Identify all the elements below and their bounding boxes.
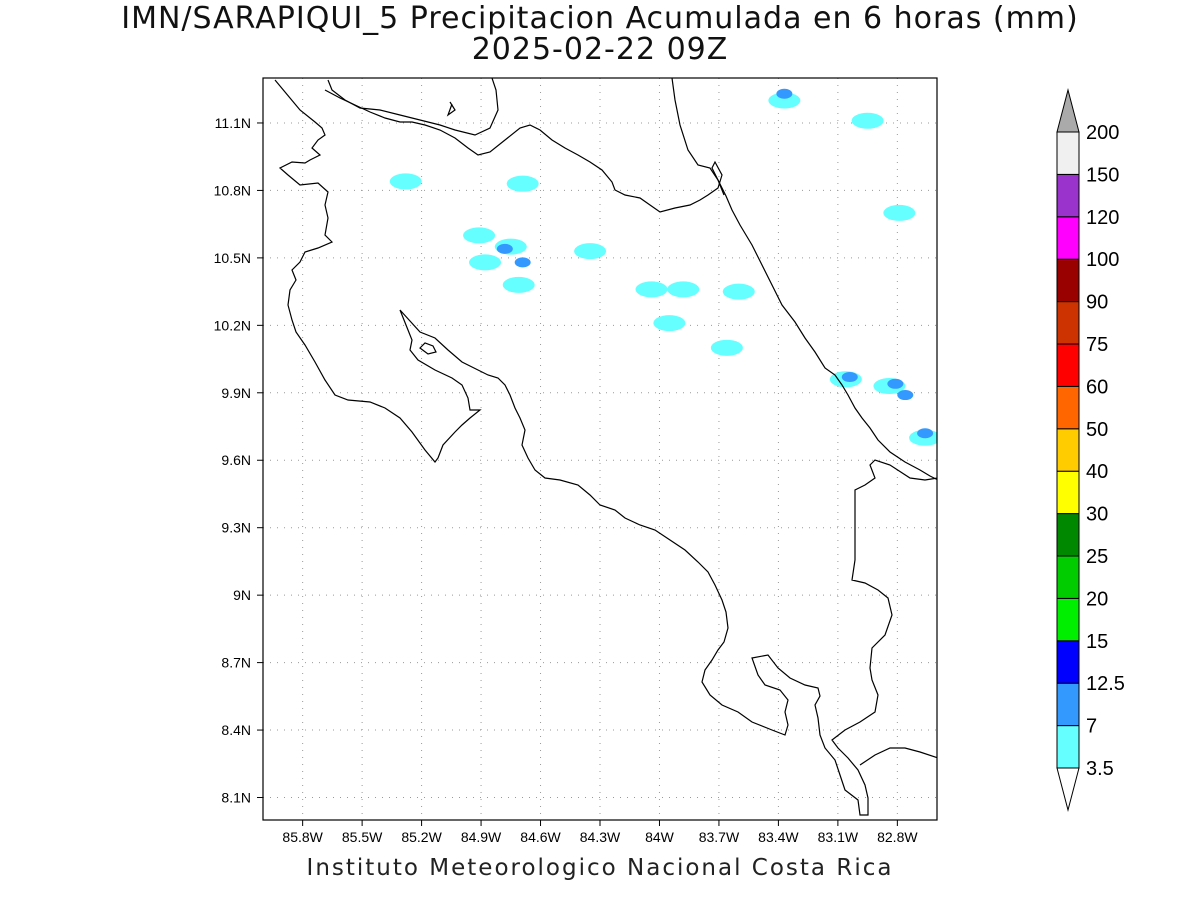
- precip-cell: [496, 243, 513, 254]
- x-tick-label: 84W: [645, 829, 675, 845]
- color-legend: 3.5 7 12.5 15 20 25 30 40 50 60 75 90 100 120 150 200: [1056, 88, 1125, 812]
- legend-swatch: [1056, 470, 1080, 515]
- y-tick-label: 10.8N: [214, 182, 251, 198]
- legend-swatch: [1056, 725, 1080, 769]
- precip-cell: [502, 276, 535, 293]
- x-tick-label: 83.7W: [699, 829, 740, 845]
- y-tick-label: 9.9N: [221, 385, 251, 401]
- lake-marker: [419, 342, 437, 355]
- precipitation-layer: [389, 88, 937, 446]
- precip-cell: [574, 243, 607, 260]
- grid-lines: [263, 78, 937, 820]
- precip-cell: [887, 378, 904, 389]
- x-tick-label: 83.1W: [818, 829, 859, 845]
- y-tick-label: 10.5N: [214, 250, 251, 266]
- precip-cell: [653, 315, 686, 332]
- legend-lower-arrow: [1056, 767, 1080, 812]
- precip-cell: [710, 339, 743, 356]
- legend-swatch: [1056, 555, 1080, 599]
- x-tick-label: 82.8W: [877, 829, 918, 845]
- legend-swatch: [1056, 385, 1080, 430]
- y-tick-label: 9N: [233, 587, 251, 603]
- precip-cell: [917, 428, 934, 439]
- legend-swatch: [1056, 640, 1080, 684]
- legend-label: 200: [1086, 122, 1119, 144]
- legend-label: 30: [1086, 504, 1108, 526]
- legend-label: 150: [1086, 164, 1119, 186]
- legend-upper-arrow: [1056, 88, 1080, 133]
- precip-cell: [635, 281, 668, 298]
- y-tick-label: 11.1N: [215, 115, 251, 131]
- costa-rica-coastline: [274, 79, 937, 816]
- map-title-line2: 2025-02-22 09Z: [471, 32, 729, 67]
- legend-label: 40: [1086, 461, 1108, 483]
- legend-label: 15: [1086, 631, 1108, 653]
- legend-label: 25: [1086, 546, 1108, 568]
- panama-coast: [859, 747, 937, 766]
- footer-credit: Instituto Meteorologico Nacional Costa R…: [306, 855, 894, 881]
- legend-swatch: [1056, 513, 1080, 557]
- legend-swatch: [1056, 428, 1080, 472]
- y-tick-label: 8.7N: [221, 655, 251, 671]
- legend-swatch: [1056, 173, 1080, 218]
- north-coast-shore: [327, 78, 499, 136]
- legend-swatch: [1056, 216, 1080, 260]
- y-tick-label: 9.3N: [221, 520, 251, 536]
- x-tick-label: 83.4W: [758, 829, 799, 845]
- legend-label: 50: [1086, 419, 1108, 441]
- island-marker: [446, 101, 456, 117]
- precip-cell: [514, 257, 531, 268]
- x-tick-label: 85.8W: [282, 829, 323, 845]
- x-tick-label: 85.2W: [401, 829, 442, 845]
- precip-cell: [897, 390, 914, 401]
- y-tick-label: 8.4N: [221, 722, 251, 738]
- legend-swatch: [1056, 343, 1080, 387]
- precip-cell: [883, 204, 916, 221]
- y-tick-label: 9.6N: [221, 452, 251, 468]
- legend-swatch: [1056, 301, 1080, 345]
- precip-cell: [389, 173, 422, 190]
- legend-swatch: [1056, 597, 1080, 642]
- legend-swatch: [1056, 682, 1080, 727]
- axes: 85.8W 85.5W 85.2W 84.9W 84.6W 84.3W 84W 83.7W 83…: [214, 115, 919, 845]
- legend-swatch: [1056, 131, 1080, 175]
- precip-cell: [506, 175, 539, 192]
- caribbean-coast: [671, 78, 937, 481]
- precip-cell: [463, 227, 496, 244]
- precip-cell: [776, 88, 793, 99]
- nicaragua-border: [324, 89, 725, 213]
- precip-cell: [667, 281, 700, 298]
- precip-cell: [768, 92, 801, 109]
- legend-label: 120: [1086, 207, 1119, 229]
- x-tick-label: 84.6W: [520, 829, 561, 845]
- legend-label: 100: [1086, 249, 1119, 271]
- legend-label: 7: [1086, 716, 1097, 738]
- legend-label: 3.5: [1086, 758, 1114, 780]
- x-tick-label: 85.5W: [342, 829, 383, 845]
- precip-cell: [841, 372, 858, 383]
- precip-cell: [722, 283, 755, 300]
- x-tick-label: 84.9W: [461, 829, 502, 845]
- legend-label: 60: [1086, 376, 1108, 398]
- legend-label: 90: [1086, 292, 1108, 314]
- precip-cell: [469, 254, 502, 271]
- y-tick-label: 8.1N: [221, 790, 251, 806]
- map-title-line1: IMN/SARAPIQUI_5 Precipitacion Acumulada …: [121, 1, 1079, 36]
- x-tick-label: 84.3W: [580, 829, 621, 845]
- legend-label: 12.5: [1086, 673, 1125, 695]
- legend-label: 75: [1086, 334, 1108, 356]
- legend-label: 20: [1086, 588, 1108, 610]
- y-tick-label: 10.2N: [214, 317, 251, 333]
- legend-swatch: [1056, 258, 1080, 303]
- precip-cell: [851, 112, 884, 129]
- coastline-layer: [274, 78, 937, 816]
